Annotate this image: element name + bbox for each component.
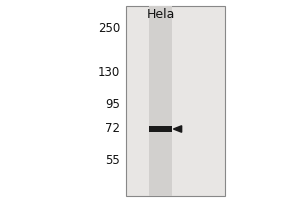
Text: 55: 55 [105, 154, 120, 168]
Polygon shape [173, 126, 181, 132]
Text: 130: 130 [98, 66, 120, 79]
Text: 72: 72 [105, 122, 120, 136]
Bar [149, 6, 172, 196]
Text: 95: 95 [105, 98, 120, 110]
Text: 250: 250 [98, 22, 120, 36]
Bar [149, 126, 172, 132]
Text: Hela: Hela [146, 8, 175, 21]
Bar [126, 6, 225, 196]
